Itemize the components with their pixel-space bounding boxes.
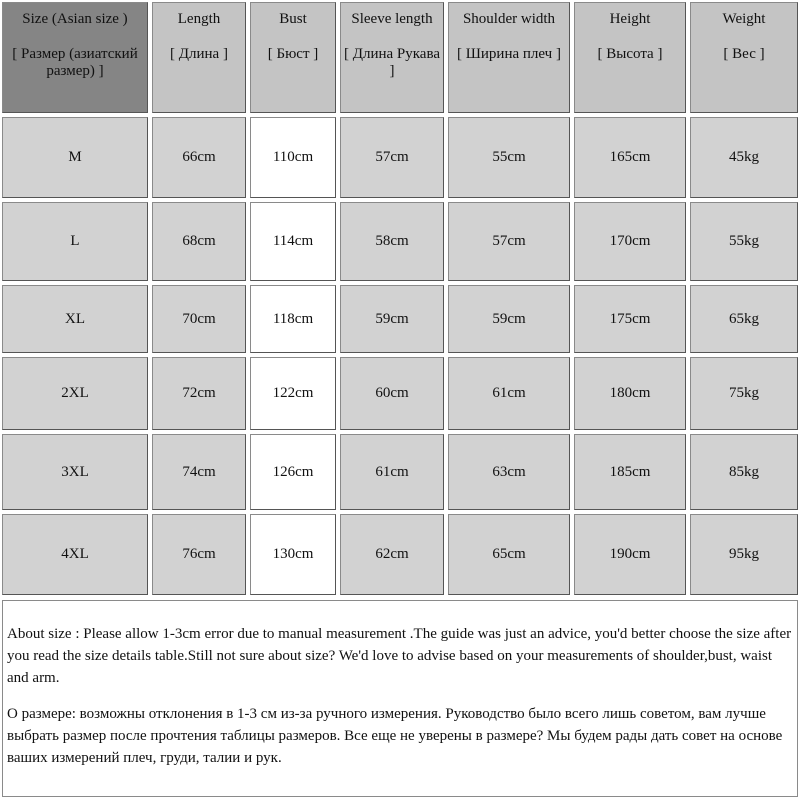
table-cell: 57cm [448,202,570,281]
table-cell: 85kg [690,434,798,510]
table-cell: 57cm [340,117,444,198]
table-cell: 58cm [340,202,444,281]
table-cell: 55kg [690,202,798,281]
table-cell: 190cm [574,514,686,595]
table-cell: 110cm [250,117,336,198]
header-en: Weight [722,11,766,27]
table-cell: 61cm [340,434,444,510]
header-en: Length [177,11,221,27]
table-cell: 65cm [448,514,570,595]
table-cell: 74cm [152,434,246,510]
table-cell: 95kg [690,514,798,595]
table-cell: 175cm [574,285,686,353]
header-ru: [ Высота ] [597,46,663,62]
header-cell: Sleeve length [ Длина Рукава ] [340,2,444,113]
header-ru: [ Размер (азиатский размер) ] [12,46,138,79]
note-en: About size : Please allow 1-3cm error du… [7,626,792,686]
table-cell: 45kg [690,117,798,198]
note-box: About size : Please allow 1-3cm error du… [2,600,798,797]
table-cell: 2XL [2,357,148,430]
table-cell: 114cm [250,202,336,281]
header-cell: Bust [ Бюст ] [250,2,336,113]
header-en: Shoulder width [462,11,556,27]
table-cell: 62cm [340,514,444,595]
header-ru: [ Длина ] [170,46,228,62]
table-cell: 76cm [152,514,246,595]
header-cell: Size (Asian size ) [ Размер (азиатский ра… [2,2,148,113]
header-en: Bust [279,11,307,27]
table-cell: 68cm [152,202,246,281]
table-cell: 170cm [574,202,686,281]
table-cell: 55cm [448,117,570,198]
table-cell: 75kg [690,357,798,430]
table-cell: 66cm [152,117,246,198]
table-cell: 126cm [250,434,336,510]
table-cell: L [2,202,148,281]
table-cell: 3XL [2,434,148,510]
table-cell: 61cm [448,357,570,430]
table-cell: M [2,117,148,198]
table-cell: 165cm [574,117,686,198]
header-cell: Height [ Высота ] [574,2,686,113]
table-cell: 185cm [574,434,686,510]
table-cell: 4XL [2,514,148,595]
header-ru: [ Вес ] [723,46,765,62]
table-cell: 63cm [448,434,570,510]
header-ru: [ Длина Рукава ] [343,46,441,79]
table-cell: 70cm [152,285,246,353]
table-cell: 59cm [448,285,570,353]
header-ru: [ Ширина плеч ] [457,46,561,62]
header-cell: Weight [ Вес ] [690,2,798,113]
table-cell: 180cm [574,357,686,430]
table-cell: 72cm [152,357,246,430]
table-cell: 122cm [250,357,336,430]
table-cell: XL [2,285,148,353]
table-cell: 65kg [690,285,798,353]
note-ru: О размере: возможны отклонения в 1-3 см … [7,706,783,766]
table-cell: 130cm [250,514,336,595]
table-cell: 118cm [250,285,336,353]
header-cell: Length [ Длина ] [152,2,246,113]
table-cell: 59cm [340,285,444,353]
header-en: Sleeve length [351,11,433,27]
header-en: Size (Asian size ) [22,11,128,27]
table-cell: 60cm [340,357,444,430]
header-ru: [ Бюст ] [267,46,319,62]
header-en: Height [609,11,651,27]
header-cell: Shoulder width [ Ширина плеч ] [448,2,570,113]
